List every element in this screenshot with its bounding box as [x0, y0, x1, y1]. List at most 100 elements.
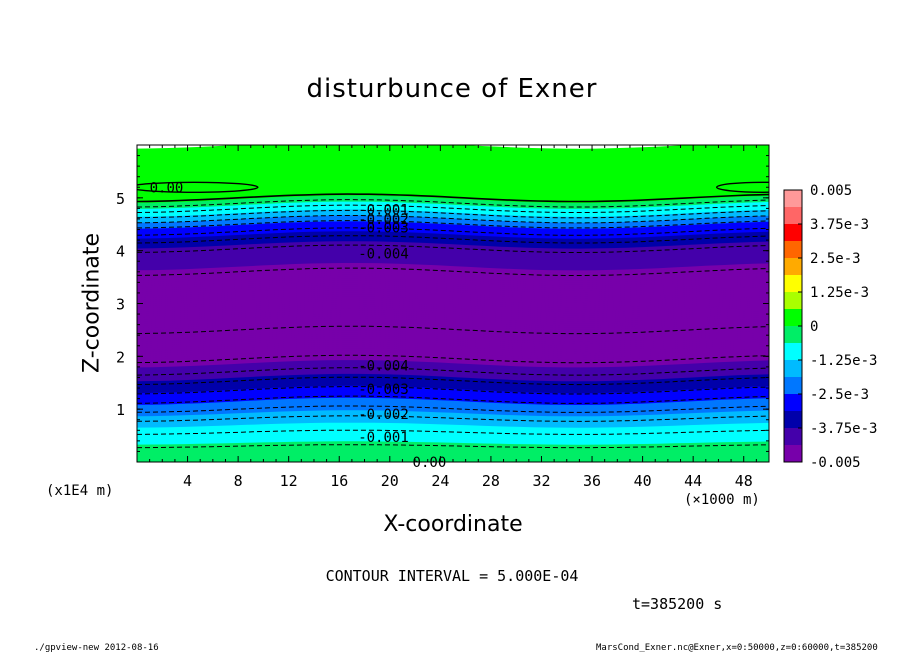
band-row — [137, 450, 769, 456]
contour-line — [137, 267, 769, 276]
contour-line — [137, 244, 769, 253]
colorbar-label: -0.005 — [810, 455, 861, 471]
contour-line — [137, 193, 769, 203]
colorbar-label: 0 — [810, 319, 818, 335]
x-axis-label: X-coordinate — [383, 512, 523, 537]
contour-line — [137, 204, 769, 213]
contour-label: -0.001 — [358, 430, 409, 446]
y-tick-label: 4 — [116, 243, 125, 261]
colorbar-swatch — [784, 190, 802, 208]
band-row — [137, 455, 769, 460]
band-row — [137, 448, 769, 455]
x-tick-label: 4 — [183, 472, 192, 490]
band-row — [137, 417, 769, 426]
colorbar-swatch — [784, 275, 802, 293]
contour-label: -0.002 — [358, 407, 409, 423]
colorbar-label: 0.005 — [810, 183, 852, 199]
contour-line — [137, 235, 769, 244]
y-tick-label: 3 — [116, 296, 125, 314]
colorbar-swatch — [784, 428, 802, 446]
x-tick-label: 24 — [431, 472, 449, 490]
band-row — [137, 434, 769, 441]
band-row — [137, 432, 769, 439]
time-label: t=385200 s — [632, 595, 723, 613]
zero-contour-loop — [137, 181, 259, 193]
footer-left: ./gpview-new 2012-08-16 — [34, 643, 159, 653]
x-tick-label: 20 — [381, 472, 399, 490]
band-row — [137, 436, 769, 443]
band-row — [137, 446, 769, 453]
colorbar-label: 2.5e-3 — [810, 251, 861, 267]
y-tick-label: 5 — [116, 190, 125, 208]
contour-label: -0.002 — [358, 212, 409, 228]
band-row — [137, 430, 769, 438]
contour-line — [137, 220, 769, 229]
colorbar-swatch — [784, 377, 802, 395]
colorbar-swatch — [784, 241, 802, 259]
contour-line — [137, 354, 769, 364]
y-axis-ticks: 1 2 3 4 5 — [116, 155, 769, 452]
contour-line — [137, 415, 769, 422]
x-tick-label: 8 — [234, 472, 243, 490]
contour-line — [137, 395, 769, 404]
colorbar-swatch — [784, 411, 802, 429]
x-tick-label: 36 — [583, 472, 601, 490]
band-row — [137, 453, 769, 458]
colorbar: 0.005 3.75e-3 2.5e-3 1.25e-3 0 -1.25e-3 -2.5e-… — [783, 183, 877, 471]
filled-bands — [137, 145, 769, 462]
contour-line — [137, 376, 769, 386]
contour-line — [137, 215, 769, 224]
contour-labels: 0.00-0.001-0.002-0.003-0.004-0.004-0.003… — [150, 180, 447, 471]
colorbar-swatch — [784, 207, 802, 225]
band-row — [137, 145, 769, 154]
x-tick-label: 48 — [735, 472, 753, 490]
x-tick-label: 32 — [532, 472, 550, 490]
x-axis-ticks: 4 8 12 16 20 24 28 32 36 40 44 48 — [149, 145, 757, 490]
contour-label: -0.004 — [358, 246, 409, 262]
contour-line — [137, 429, 769, 435]
colorbar-swatch — [784, 224, 802, 242]
band-row — [137, 426, 769, 434]
contour-label: -0.001 — [358, 202, 409, 218]
y-axis-unit: (x1E4 m) — [46, 483, 114, 499]
y-tick-label: 1 — [116, 401, 125, 419]
x-tick-label: 40 — [634, 472, 652, 490]
contour-line — [137, 227, 769, 236]
contour-line — [137, 199, 769, 208]
contour-label: 0.00 — [413, 455, 447, 471]
band-row — [137, 423, 769, 432]
contour-line — [137, 367, 769, 376]
colorbar-label: -2.5e-3 — [810, 387, 869, 403]
x-tick-label: 12 — [280, 472, 298, 490]
band-row — [137, 145, 751, 152]
contour-label: -0.004 — [358, 358, 409, 374]
colorbar-swatch — [784, 258, 802, 276]
contour-lines — [137, 181, 769, 449]
band-row — [137, 444, 769, 451]
x-tick-label: 28 — [482, 472, 500, 490]
colorbar-swatch — [784, 326, 802, 344]
band-row — [137, 411, 769, 421]
colorbar-swatch — [784, 445, 802, 463]
band-row — [137, 440, 769, 447]
x-tick-label: 44 — [684, 472, 702, 490]
contour-interval-text: CONTOUR INTERVAL = 5.000E-04 — [325, 567, 579, 585]
contour-line — [137, 325, 769, 335]
contour-line — [137, 405, 769, 413]
x-tick-label: 16 — [330, 472, 348, 490]
zero-contour-loop — [715, 181, 769, 193]
band-row — [137, 421, 769, 430]
colorbar-swatch — [784, 360, 802, 378]
colorbar-swatch — [784, 309, 802, 327]
chart-title: disturbunce of Exner — [306, 74, 598, 104]
contour-label: -0.003 — [358, 382, 409, 398]
band-row — [137, 419, 769, 428]
contour-label: 0.00 — [150, 180, 184, 196]
colorbar-label: 1.25e-3 — [810, 285, 869, 301]
band-row — [137, 415, 769, 424]
colorbar-label: -1.25e-3 — [810, 353, 877, 369]
colorbar-swatch — [784, 292, 802, 310]
contour-line — [137, 209, 769, 219]
colorbar-label: -3.75e-3 — [810, 421, 877, 437]
